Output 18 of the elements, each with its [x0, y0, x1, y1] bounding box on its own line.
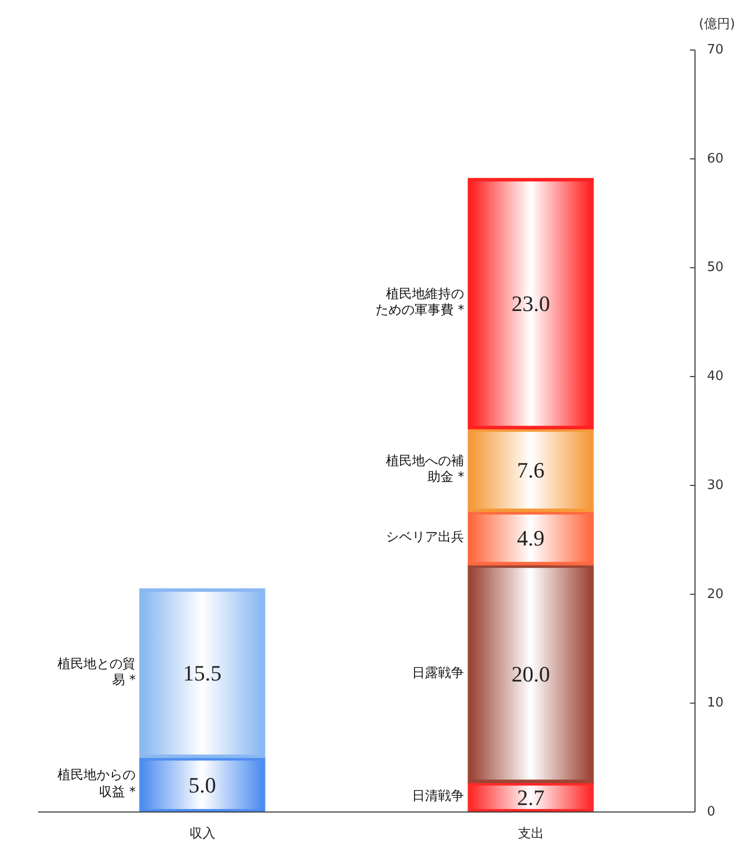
- y-tick-label: 60: [707, 151, 724, 166]
- y-tick-label: 0: [707, 804, 716, 820]
- y-tick-label: 20: [707, 586, 724, 602]
- data-label: 5.0: [188, 772, 216, 798]
- y-tick-label: 70: [707, 42, 724, 58]
- data-label: 20.0: [512, 661, 550, 686]
- data-label: 15.5: [183, 660, 222, 686]
- y-tick-label: 10: [707, 696, 724, 711]
- y-tick-label: 40: [707, 369, 724, 384]
- x-tick-label: 収入: [189, 826, 216, 842]
- y-axis-title: (億円): [698, 17, 736, 32]
- x-tick-label: 支出: [518, 826, 544, 842]
- data-label: 7.6: [517, 458, 544, 483]
- data-label: 4.9: [517, 526, 544, 551]
- data-label: 2.7: [517, 784, 544, 810]
- data-label: 23.0: [512, 291, 550, 316]
- y-tick-label: 30: [707, 478, 724, 493]
- y-tick-label: 50: [707, 260, 724, 276]
